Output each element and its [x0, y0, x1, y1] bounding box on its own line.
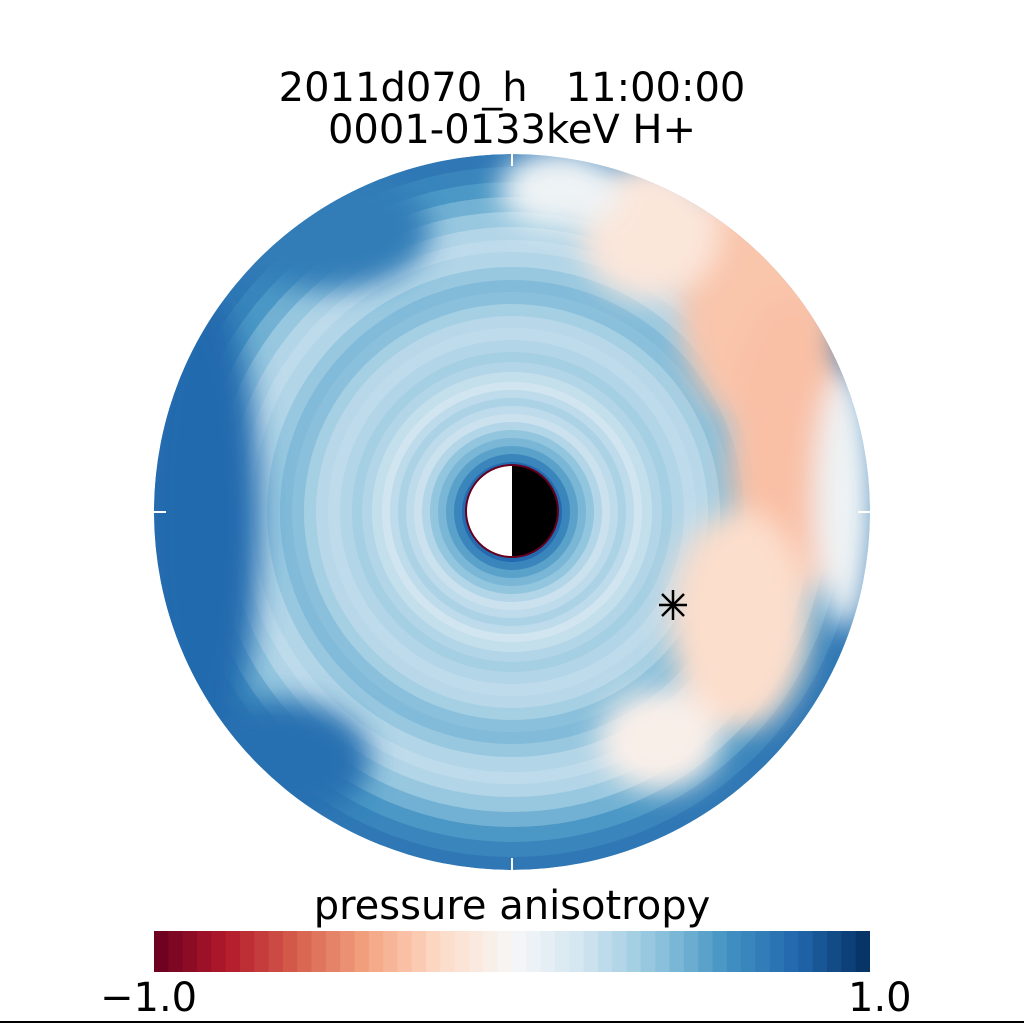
chart-title-line-1: 2011d070_h 11:00:00	[278, 65, 746, 111]
polar-heatmap-plot	[154, 154, 870, 870]
colorbar-max-label: 1.0	[848, 975, 912, 1021]
colorbar-swatch	[469, 931, 484, 972]
anisotropy-patch	[230, 170, 430, 290]
anisotropy-patch	[600, 690, 720, 790]
colorbar-swatch	[855, 931, 870, 972]
colorbar-swatch	[440, 931, 456, 972]
colorbar-swatch	[712, 931, 728, 972]
colorbar-swatch	[311, 931, 327, 972]
colorbar-swatch	[683, 931, 699, 972]
colorbar-swatch	[726, 931, 742, 972]
colorbar-swatch	[612, 931, 628, 972]
colorbar-swatch	[354, 931, 370, 972]
colorbar-swatch	[769, 931, 785, 972]
colorbar-swatch	[841, 931, 857, 972]
colorbar-swatch	[297, 931, 313, 972]
colorbar-swatch	[512, 931, 527, 972]
colorbar-swatch	[669, 931, 685, 972]
axis-ticks	[154, 154, 870, 870]
colorbar-swatch	[812, 931, 828, 972]
colorbar-label: pressure anisotropy	[313, 883, 711, 929]
asterisk-marker-icon	[659, 590, 687, 620]
colorbar-swatch	[340, 931, 356, 972]
colorbar-swatch	[497, 931, 513, 972]
colorbar-swatch	[282, 931, 298, 972]
colorbar-swatch	[225, 931, 241, 972]
bottom-rule	[0, 1021, 1024, 1023]
colorbar-swatch	[741, 931, 757, 972]
colorbar-min-label: −1.0	[100, 975, 198, 1021]
colorbar-swatch	[325, 931, 341, 972]
colorbar-swatch	[583, 931, 599, 972]
colorbar-swatch	[569, 931, 585, 972]
anisotropy-patch	[500, 154, 620, 230]
colorbar-swatch	[698, 931, 714, 972]
colorbar	[154, 931, 870, 972]
colorbar-swatch	[526, 931, 542, 972]
colorbar-swatch	[196, 931, 212, 972]
colorbar-swatch	[784, 931, 799, 972]
colorbar-swatch	[383, 931, 399, 972]
anisotropy-patch	[154, 290, 260, 750]
anisotropy-patch	[190, 700, 370, 820]
colorbar-swatch	[827, 931, 842, 972]
colorbar-swatch	[554, 931, 570, 972]
anisotropy-patch	[670, 510, 810, 730]
colorbar-swatch	[411, 931, 427, 972]
colorbar-swatch	[254, 931, 270, 972]
colorbar-swatch	[597, 931, 613, 972]
colorbar-swatch	[483, 931, 499, 972]
colorbar-swatch	[397, 931, 413, 972]
colorbar-swatch	[454, 931, 470, 972]
colorbar-swatch	[168, 931, 184, 972]
colorbar-swatch	[626, 931, 642, 972]
colorbar-swatch	[268, 931, 284, 972]
colorbar-swatch	[655, 931, 671, 972]
colorbar-swatch	[798, 931, 814, 972]
colorbar-swatch	[640, 931, 656, 972]
colorbar-swatch	[368, 931, 384, 972]
colorbar-swatch	[540, 931, 556, 972]
colorbar-swatch	[182, 931, 198, 972]
colorbar-swatch	[755, 931, 771, 972]
chart-title-line-2: 0001-0133keV H+	[327, 107, 697, 153]
colorbar-swatch	[426, 931, 441, 972]
earth-icon	[465, 464, 559, 558]
colorbar-swatch	[154, 931, 169, 972]
colorbar-swatch	[211, 931, 227, 972]
colorbar-swatch	[239, 931, 255, 972]
anisotropy-patch	[815, 370, 870, 630]
